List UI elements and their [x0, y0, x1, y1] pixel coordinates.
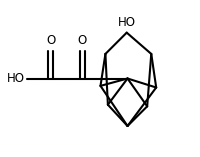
- Text: HO: HO: [117, 16, 135, 29]
- Text: O: O: [77, 34, 87, 47]
- Text: HO: HO: [7, 72, 25, 85]
- Text: O: O: [46, 34, 55, 47]
